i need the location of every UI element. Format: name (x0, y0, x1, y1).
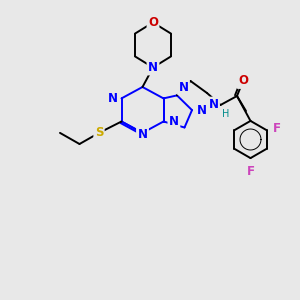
Text: N: N (178, 81, 188, 94)
Text: O: O (148, 16, 158, 29)
Text: F: F (273, 122, 281, 135)
Text: N: N (108, 92, 118, 105)
Text: N: N (209, 98, 219, 111)
Text: N: N (196, 103, 206, 117)
Text: N: N (137, 128, 148, 141)
Text: H: H (222, 109, 230, 118)
Text: F: F (247, 165, 254, 178)
Text: N: N (148, 61, 158, 74)
Text: O: O (238, 74, 248, 88)
Text: S: S (95, 126, 103, 140)
Text: N: N (169, 115, 179, 128)
